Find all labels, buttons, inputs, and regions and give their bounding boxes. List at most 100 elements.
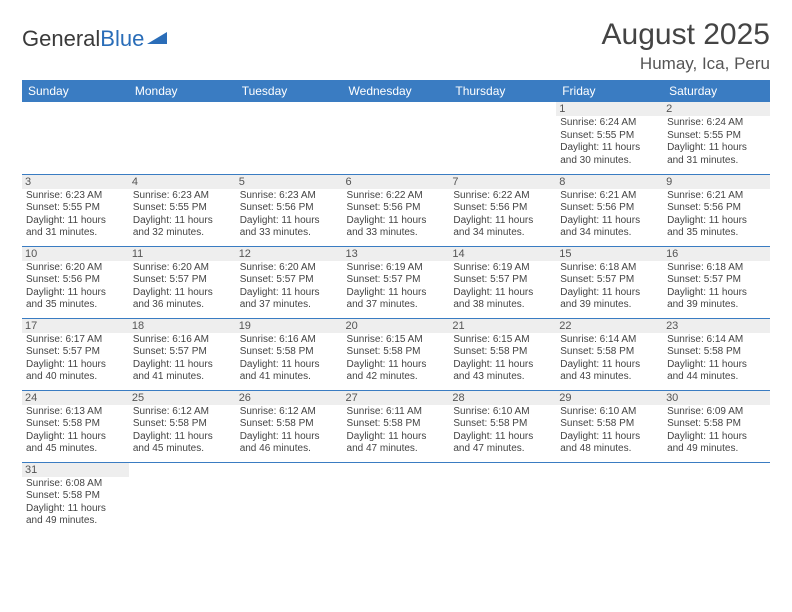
sunset-text: Sunset: 5:58 PM xyxy=(347,346,446,359)
header-row: GeneralBlue August 2025 Humay, Ica, Peru xyxy=(22,18,770,74)
daylight-text: Daylight: 11 hours and 33 minutes. xyxy=(240,215,339,240)
calendar-cell: 23Sunrise: 6:14 AMSunset: 5:58 PMDayligh… xyxy=(663,318,770,390)
day-number: 11 xyxy=(129,247,236,261)
calendar-week-row: 24Sunrise: 6:13 AMSunset: 5:58 PMDayligh… xyxy=(22,390,770,462)
sunset-text: Sunset: 5:56 PM xyxy=(453,202,552,215)
sunset-text: Sunset: 5:58 PM xyxy=(240,418,339,431)
day-number: 6 xyxy=(343,175,450,189)
day-number: 27 xyxy=(343,391,450,405)
calendar-cell xyxy=(663,462,770,534)
title-block: August 2025 Humay, Ica, Peru xyxy=(602,18,770,74)
calendar-cell xyxy=(22,102,129,174)
sunrise-text: Sunrise: 6:23 AM xyxy=(240,190,339,203)
daylight-text: Daylight: 11 hours and 48 minutes. xyxy=(560,431,659,456)
calendar-cell: 27Sunrise: 6:11 AMSunset: 5:58 PMDayligh… xyxy=(343,390,450,462)
sunrise-text: Sunrise: 6:18 AM xyxy=(667,262,766,275)
calendar-cell: 30Sunrise: 6:09 AMSunset: 5:58 PMDayligh… xyxy=(663,390,770,462)
sunrise-text: Sunrise: 6:23 AM xyxy=(133,190,232,203)
day-number: 13 xyxy=(343,247,450,261)
day-number: 4 xyxy=(129,175,236,189)
sunset-text: Sunset: 5:58 PM xyxy=(26,418,125,431)
weekday-header: Saturday xyxy=(663,80,770,102)
calendar-cell: 21Sunrise: 6:15 AMSunset: 5:58 PMDayligh… xyxy=(449,318,556,390)
sunset-text: Sunset: 5:57 PM xyxy=(667,274,766,287)
weekday-header: Friday xyxy=(556,80,663,102)
sunset-text: Sunset: 5:58 PM xyxy=(667,418,766,431)
daylight-text: Daylight: 11 hours and 46 minutes. xyxy=(240,431,339,456)
daylight-text: Daylight: 11 hours and 49 minutes. xyxy=(667,431,766,456)
calendar-cell xyxy=(343,102,450,174)
calendar-cell: 17Sunrise: 6:17 AMSunset: 5:57 PMDayligh… xyxy=(22,318,129,390)
calendar-cell: 9Sunrise: 6:21 AMSunset: 5:56 PMDaylight… xyxy=(663,174,770,246)
calendar-week-row: 10Sunrise: 6:20 AMSunset: 5:56 PMDayligh… xyxy=(22,246,770,318)
sunset-text: Sunset: 5:57 PM xyxy=(26,346,125,359)
daylight-text: Daylight: 11 hours and 47 minutes. xyxy=(453,431,552,456)
weekday-header: Monday xyxy=(129,80,236,102)
calendar-cell: 24Sunrise: 6:13 AMSunset: 5:58 PMDayligh… xyxy=(22,390,129,462)
sunrise-text: Sunrise: 6:22 AM xyxy=(453,190,552,203)
daylight-text: Daylight: 11 hours and 45 minutes. xyxy=(133,431,232,456)
sunset-text: Sunset: 5:56 PM xyxy=(347,202,446,215)
daylight-text: Daylight: 11 hours and 34 minutes. xyxy=(560,215,659,240)
day-number: 31 xyxy=(22,463,129,477)
day-number: 5 xyxy=(236,175,343,189)
sunset-text: Sunset: 5:58 PM xyxy=(560,418,659,431)
day-number: 16 xyxy=(663,247,770,261)
sunset-text: Sunset: 5:55 PM xyxy=(133,202,232,215)
calendar-body: 1Sunrise: 6:24 AMSunset: 5:55 PMDaylight… xyxy=(22,102,770,534)
daylight-text: Daylight: 11 hours and 42 minutes. xyxy=(347,359,446,384)
sunrise-text: Sunrise: 6:10 AM xyxy=(453,406,552,419)
sunset-text: Sunset: 5:55 PM xyxy=(560,130,659,143)
day-number: 19 xyxy=(236,319,343,333)
sunset-text: Sunset: 5:57 PM xyxy=(560,274,659,287)
sunset-text: Sunset: 5:58 PM xyxy=(560,346,659,359)
day-number: 1 xyxy=(556,102,663,116)
sunrise-text: Sunrise: 6:16 AM xyxy=(240,334,339,347)
logo-text-blue: Blue xyxy=(100,26,144,52)
day-number: 9 xyxy=(663,175,770,189)
sunrise-text: Sunrise: 6:20 AM xyxy=(133,262,232,275)
sunset-text: Sunset: 5:57 PM xyxy=(347,274,446,287)
sunset-text: Sunset: 5:58 PM xyxy=(133,418,232,431)
day-number: 29 xyxy=(556,391,663,405)
daylight-text: Daylight: 11 hours and 43 minutes. xyxy=(560,359,659,384)
sunrise-text: Sunrise: 6:14 AM xyxy=(560,334,659,347)
calendar-week-row: 3Sunrise: 6:23 AMSunset: 5:55 PMDaylight… xyxy=(22,174,770,246)
logo: GeneralBlue xyxy=(22,26,169,52)
daylight-text: Daylight: 11 hours and 41 minutes. xyxy=(133,359,232,384)
calendar-cell: 20Sunrise: 6:15 AMSunset: 5:58 PMDayligh… xyxy=(343,318,450,390)
day-number: 7 xyxy=(449,175,556,189)
logo-text-general: General xyxy=(22,26,100,52)
calendar-cell: 13Sunrise: 6:19 AMSunset: 5:57 PMDayligh… xyxy=(343,246,450,318)
daylight-text: Daylight: 11 hours and 31 minutes. xyxy=(667,142,766,167)
day-number: 23 xyxy=(663,319,770,333)
sunrise-text: Sunrise: 6:11 AM xyxy=(347,406,446,419)
sunrise-text: Sunrise: 6:19 AM xyxy=(347,262,446,275)
calendar-cell xyxy=(343,462,450,534)
calendar-cell: 3Sunrise: 6:23 AMSunset: 5:55 PMDaylight… xyxy=(22,174,129,246)
sunset-text: Sunset: 5:55 PM xyxy=(26,202,125,215)
calendar-cell: 4Sunrise: 6:23 AMSunset: 5:55 PMDaylight… xyxy=(129,174,236,246)
daylight-text: Daylight: 11 hours and 34 minutes. xyxy=(453,215,552,240)
calendar-cell: 25Sunrise: 6:12 AMSunset: 5:58 PMDayligh… xyxy=(129,390,236,462)
calendar-cell xyxy=(449,102,556,174)
calendar-cell: 11Sunrise: 6:20 AMSunset: 5:57 PMDayligh… xyxy=(129,246,236,318)
calendar-cell: 1Sunrise: 6:24 AMSunset: 5:55 PMDaylight… xyxy=(556,102,663,174)
day-number: 2 xyxy=(663,102,770,116)
day-number: 12 xyxy=(236,247,343,261)
sunrise-text: Sunrise: 6:10 AM xyxy=(560,406,659,419)
calendar-cell: 15Sunrise: 6:18 AMSunset: 5:57 PMDayligh… xyxy=(556,246,663,318)
daylight-text: Daylight: 11 hours and 47 minutes. xyxy=(347,431,446,456)
sunrise-text: Sunrise: 6:21 AM xyxy=(560,190,659,203)
day-number: 3 xyxy=(22,175,129,189)
sunset-text: Sunset: 5:58 PM xyxy=(453,346,552,359)
sunrise-text: Sunrise: 6:24 AM xyxy=(560,117,659,130)
daylight-text: Daylight: 11 hours and 41 minutes. xyxy=(240,359,339,384)
month-title: August 2025 xyxy=(602,18,770,52)
sunset-text: Sunset: 5:58 PM xyxy=(453,418,552,431)
sunset-text: Sunset: 5:55 PM xyxy=(667,130,766,143)
weekday-header: Wednesday xyxy=(343,80,450,102)
calendar-cell: 14Sunrise: 6:19 AMSunset: 5:57 PMDayligh… xyxy=(449,246,556,318)
day-number: 28 xyxy=(449,391,556,405)
calendar-cell xyxy=(556,462,663,534)
